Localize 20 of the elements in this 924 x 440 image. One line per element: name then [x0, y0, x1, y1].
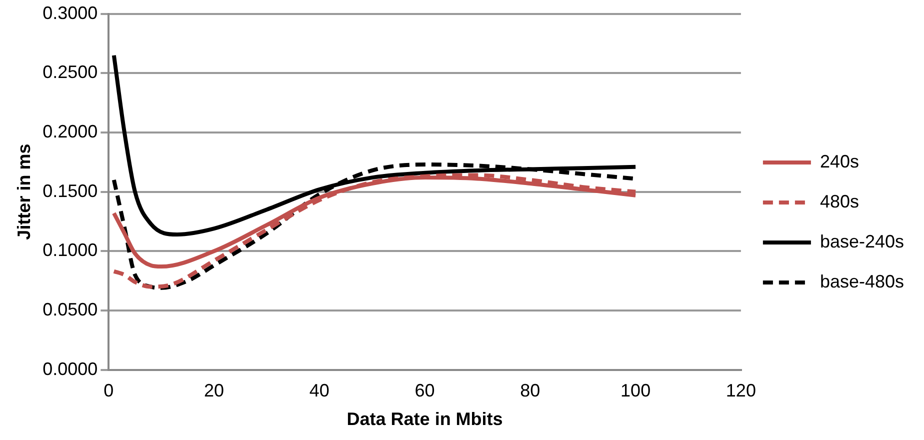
- legend-label: 480s: [820, 191, 859, 212]
- legend-label: base-480s: [820, 271, 904, 292]
- legend-label: 240s: [820, 151, 859, 172]
- y-tick-label: 0.3000: [42, 2, 98, 23]
- x-tick-label: 80: [520, 380, 540, 401]
- y-tick-label: 0.1000: [42, 240, 98, 260]
- y-tick-label: 0.2000: [42, 121, 98, 142]
- x-tick-label: 40: [309, 380, 330, 401]
- y-axis-title: Jitter in ms: [14, 144, 34, 240]
- x-tick-label: 100: [620, 380, 651, 401]
- y-tick-label: 0.0500: [42, 299, 98, 320]
- x-tick-label: 120: [726, 380, 756, 401]
- x-tick-label: 0: [104, 380, 114, 401]
- legend-label: base-240s: [820, 231, 904, 252]
- x-tick-label: 60: [414, 380, 435, 401]
- y-tick-label: 0.2500: [42, 62, 98, 82]
- x-axis-title: Data Rate in Mbits: [346, 409, 503, 430]
- y-tick-label: 0.0000: [42, 358, 98, 379]
- y-tick-label: 0.1500: [42, 180, 98, 201]
- x-tick-label: 20: [204, 380, 224, 401]
